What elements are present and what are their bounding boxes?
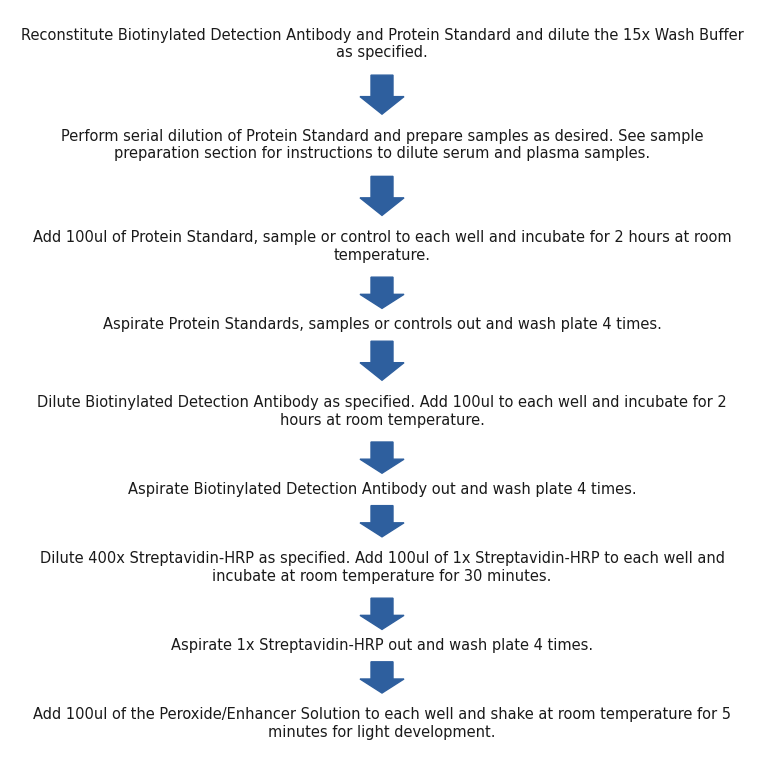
FancyArrow shape — [360, 662, 404, 693]
FancyArrow shape — [360, 277, 404, 309]
Text: Dilute 400x Streptavidin-HRP as specified. Add 100ul of 1x Streptavidin-HRP to e: Dilute 400x Streptavidin-HRP as specifie… — [40, 552, 724, 584]
FancyArrow shape — [360, 598, 404, 630]
Text: Add 100ul of Protein Standard, sample or control to each well and incubate for 2: Add 100ul of Protein Standard, sample or… — [33, 230, 731, 263]
Text: Aspirate Protein Standards, samples or controls out and wash plate 4 times.: Aspirate Protein Standards, samples or c… — [102, 317, 662, 332]
FancyArrow shape — [360, 342, 404, 380]
Text: Add 100ul of the Peroxide/Enhancer Solution to each well and shake at room tempe: Add 100ul of the Peroxide/Enhancer Solut… — [33, 707, 731, 740]
Text: Reconstitute Biotinylated Detection Antibody and Protein Standard and dilute the: Reconstitute Biotinylated Detection Anti… — [21, 28, 743, 60]
FancyArrow shape — [360, 75, 404, 114]
FancyArrow shape — [360, 506, 404, 537]
Text: Dilute Biotinylated Detection Antibody as specified. Add 100ul to each well and : Dilute Biotinylated Detection Antibody a… — [37, 395, 727, 428]
FancyArrow shape — [360, 176, 404, 215]
Text: Aspirate Biotinylated Detection Antibody out and wash plate 4 times.: Aspirate Biotinylated Detection Antibody… — [128, 482, 636, 497]
FancyArrow shape — [360, 442, 404, 473]
Text: Aspirate 1x Streptavidin-HRP out and wash plate 4 times.: Aspirate 1x Streptavidin-HRP out and was… — [171, 638, 593, 653]
Text: Perform serial dilution of Protein Standard and prepare samples as desired. See : Perform serial dilution of Protein Stand… — [61, 129, 703, 161]
